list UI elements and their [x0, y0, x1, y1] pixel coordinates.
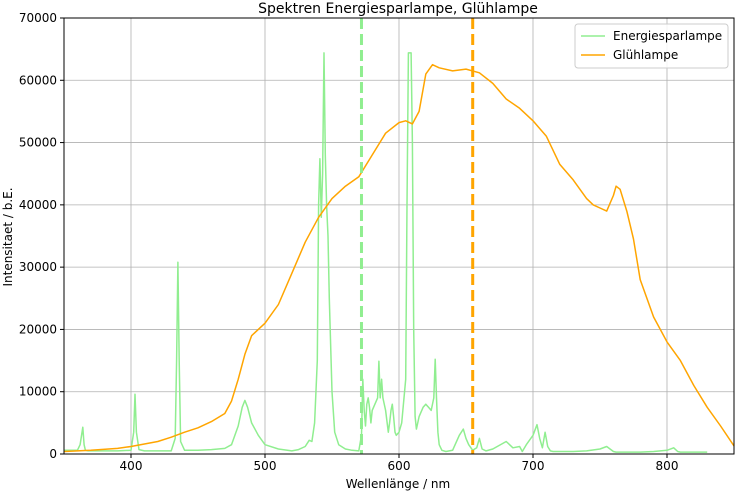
x-tick-label: 600	[388, 459, 411, 473]
legend-label-energiesparlampe: Energiesparlampe	[613, 29, 722, 43]
legend-box	[574, 23, 729, 69]
series-layer	[63, 52, 735, 453]
x-tick-label: 500	[254, 459, 277, 473]
vline-layer	[359, 18, 475, 454]
y-tick-label: 30000	[19, 260, 57, 274]
y-tick-label: 50000	[19, 136, 57, 150]
y-tick-label: 40000	[19, 198, 57, 212]
y-tick-label: 70000	[19, 11, 57, 25]
y-tick-label: 20000	[19, 322, 57, 336]
y-axis-label: Intensitaet / b.E.	[1, 187, 15, 286]
series-line-energiesparlampe	[64, 52, 708, 453]
x-tick-label: 700	[522, 459, 545, 473]
ticks-layer: 400 500 600 700 800 0 10000 20000 30000 40000 5000…	[19, 11, 679, 473]
y-tick-label: 60000	[19, 73, 57, 87]
x-axis-label: Wellenlänge / nm	[346, 477, 450, 491]
x-tick-label: 800	[656, 459, 679, 473]
y-tick-label: 0	[49, 447, 57, 461]
x-tick-label: 400	[120, 459, 143, 473]
plot-frame	[63, 17, 735, 455]
legend: Energiesparlampe Glühlampe	[574, 23, 729, 69]
chart-title: Spektren Energiesparlampe, Glühlampe	[258, 1, 538, 17]
legend-label-gluehlampe: Glühlampe	[613, 48, 678, 62]
series-line-gluehlampe	[63, 63, 735, 453]
y-tick-label: 10000	[19, 385, 57, 399]
